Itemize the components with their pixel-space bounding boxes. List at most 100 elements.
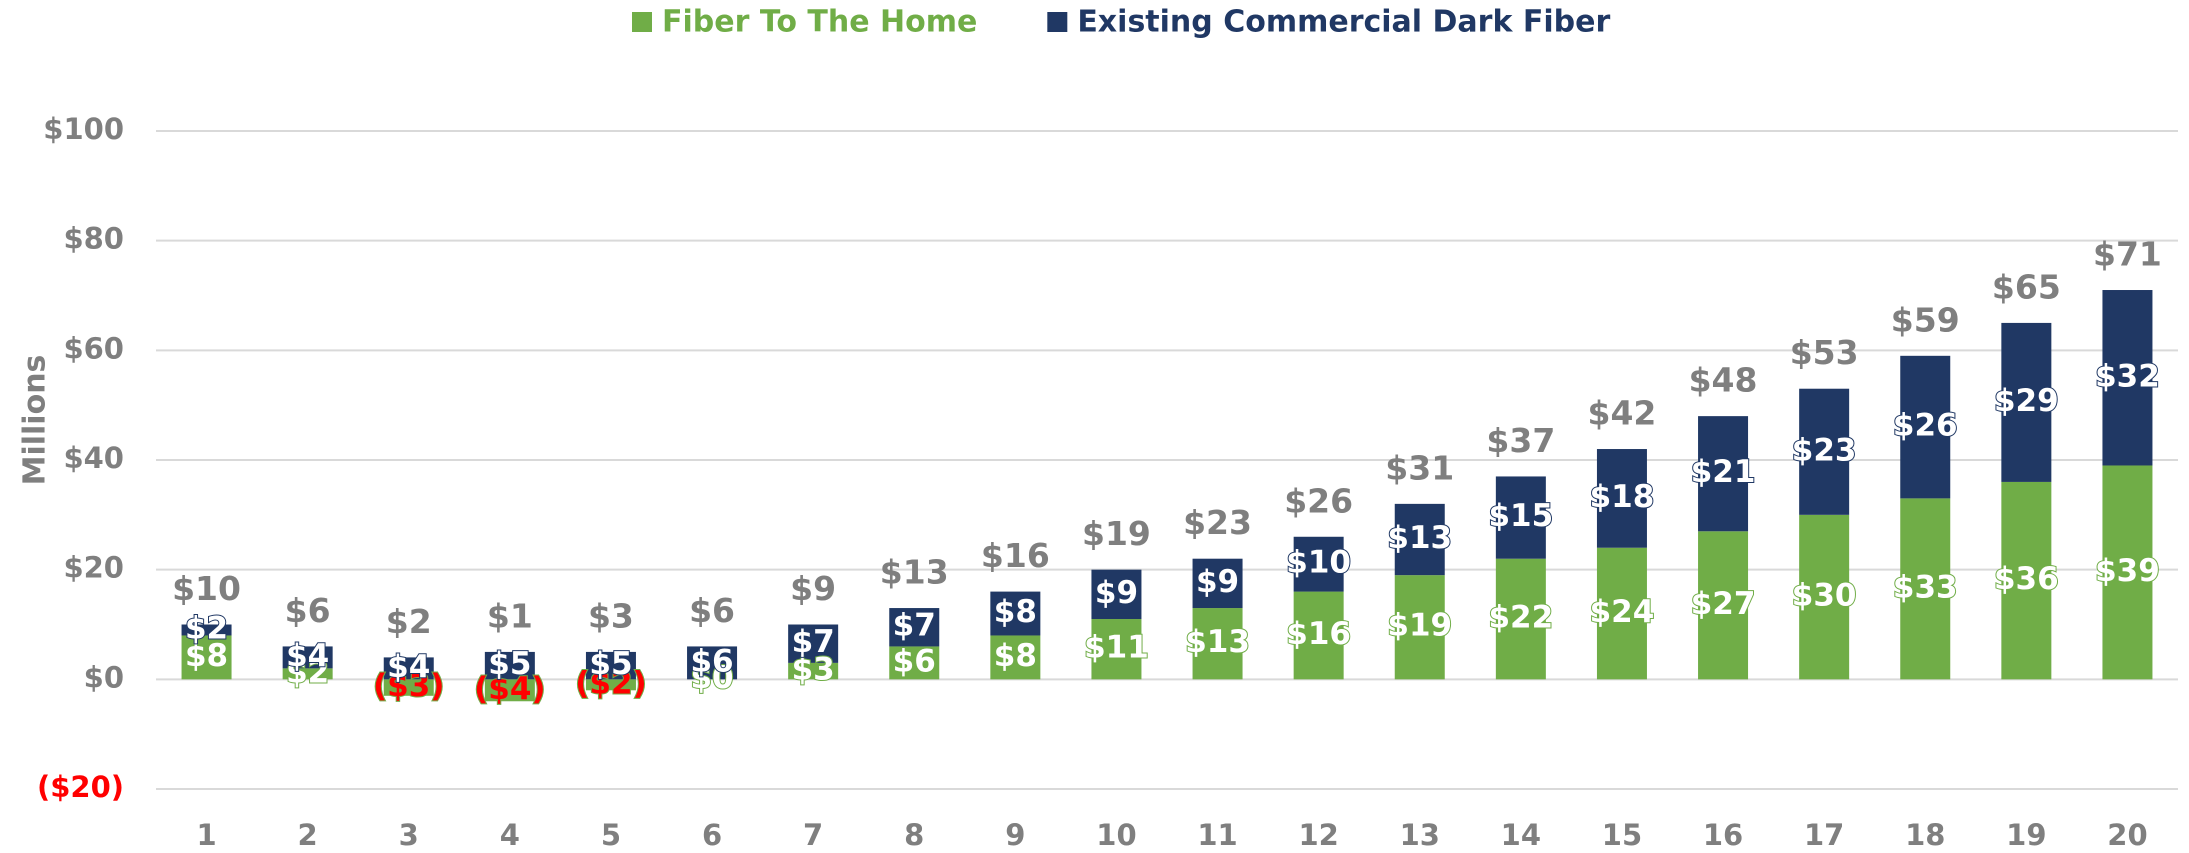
total-label: $9 [790,569,836,608]
data-label: ($2) [575,665,646,701]
data-label: $5 [589,646,632,682]
bar-segment [990,591,1041,636]
bar-segment [889,608,940,647]
data-label: $7 [893,608,936,644]
x-tick-label: 2 [298,818,318,852]
y-tick-label: $100 [43,112,124,146]
data-label: $0 [690,660,733,696]
bar-segment [1596,547,1647,680]
bar-segment [383,657,434,680]
data-label: $6 [690,643,733,679]
y-tick-label: $0 [84,660,124,694]
x-tick-label: 10 [1096,818,1136,852]
data-label: $21 [1691,454,1756,490]
y-tick-label: $20 [63,551,124,585]
total-label: $31 [1385,448,1454,487]
x-tick-label: 7 [803,818,823,852]
bar-segment [1799,514,1850,680]
bar-segment [1495,558,1546,680]
data-label: $9 [1196,564,1239,600]
y-tick-label: $40 [63,441,124,475]
bar-segment [1900,355,1951,499]
data-label: $13 [1387,520,1452,556]
total-label: $1 [487,596,533,635]
x-tick-label: 19 [2006,818,2046,852]
bar-segment [1495,476,1546,559]
data-label: $11 [1084,630,1149,666]
bar-segment [1698,531,1749,680]
bar-segment [2001,481,2052,680]
data-label: $32 [2095,358,2160,394]
total-label: $19 [1082,514,1151,553]
data-label: $10 [1286,545,1351,581]
x-tick-label: 1 [196,818,216,852]
data-label: $13 [1185,624,1250,660]
bar-segment [585,651,636,680]
data-label: $27 [1691,586,1756,622]
data-label: $18 [1590,479,1655,515]
data-label: $29 [1994,383,2059,419]
x-tick-label: 6 [702,818,722,852]
bar-segment [282,646,333,669]
bar-segment [1698,416,1749,532]
data-label: $24 [1590,594,1655,630]
x-tick-label: 8 [904,818,924,852]
data-label: $22 [1488,600,1553,636]
total-label: $48 [1689,361,1758,400]
y-axis-label: Millions [18,355,53,486]
bar-segment [1192,558,1243,609]
total-label: $65 [1992,267,2061,306]
x-tick-label: 14 [1501,818,1541,852]
legend-swatch [1047,12,1068,32]
data-label: $33 [1893,569,1958,605]
bar-segment [1394,503,1445,576]
bar-segment [2102,465,2153,680]
x-tick-label: 11 [1197,818,1237,852]
y-tick-label: ($20) [37,770,124,804]
data-label: $26 [1893,408,1958,444]
total-label: $13 [880,553,949,592]
bar-segment [1596,449,1647,548]
total-label: $6 [689,591,735,630]
bar-segment [484,679,535,702]
total-label: $10 [172,569,241,608]
bar-segment [181,635,232,680]
x-tick-label: 9 [1005,818,1025,852]
data-label: $9 [1095,575,1138,611]
data-label: $4 [286,638,329,674]
bar-segment [1394,575,1445,680]
bar-segment [1293,536,1344,592]
x-tick-label: 18 [1905,818,1945,852]
x-tick-label: 5 [601,818,621,852]
bar-segment [990,635,1041,680]
data-label: $8 [185,638,228,674]
bar-segment [585,679,636,691]
data-label: $2 [286,654,329,690]
legend-label: Existing Commercial Dark Fiber [1077,5,1610,40]
x-tick-label: 15 [1602,818,1642,852]
bar-segment [1293,591,1344,680]
data-label: $19 [1387,608,1452,644]
total-label: $6 [285,591,331,630]
data-label: ($3) [373,668,444,704]
bar-segment [1091,619,1142,680]
x-tick-label: 3 [399,818,419,852]
data-label: $6 [893,643,936,679]
x-tick-label: 12 [1298,818,1338,852]
data-label: $7 [792,624,835,660]
total-label: $3 [588,596,634,635]
bar-segment [181,624,232,636]
y-tick-label: $80 [63,222,124,256]
data-label: $8 [994,638,1037,674]
total-label: $16 [981,536,1050,575]
bar-segment [1192,608,1243,680]
total-label: $71 [2093,235,2162,274]
data-label: $39 [2095,553,2160,589]
data-label: $8 [994,594,1037,630]
bar-segment [687,646,738,680]
total-label: $2 [386,602,432,641]
total-label: $59 [1891,300,1960,339]
legend-swatch [632,12,652,32]
bar-segment [889,646,940,680]
bar-segment [1799,388,1850,515]
